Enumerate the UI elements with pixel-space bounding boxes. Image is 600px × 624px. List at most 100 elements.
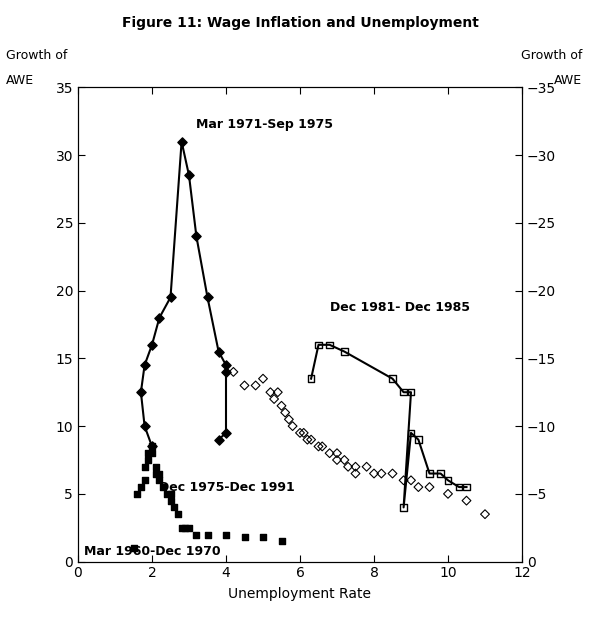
Point <box>436 469 445 479</box>
Point <box>133 489 142 499</box>
Point <box>362 462 371 472</box>
Point <box>284 414 294 424</box>
Point <box>332 455 342 465</box>
Point <box>273 388 283 397</box>
Point <box>332 448 342 458</box>
Text: Dec 1981- Dec 1985: Dec 1981- Dec 1985 <box>329 301 470 314</box>
Point <box>166 489 175 499</box>
Point <box>406 475 416 485</box>
Point <box>155 469 164 479</box>
Point <box>184 170 194 180</box>
Point <box>277 536 286 546</box>
Point <box>307 374 316 384</box>
Point <box>143 448 153 458</box>
Point <box>140 462 149 472</box>
Point <box>399 502 409 512</box>
Point <box>443 475 453 485</box>
Point <box>221 360 231 370</box>
Text: AWE: AWE <box>6 74 34 87</box>
Point <box>140 475 149 485</box>
Point <box>325 340 334 350</box>
Point <box>221 367 231 377</box>
Point <box>343 462 353 472</box>
Point <box>191 232 201 241</box>
Point <box>443 489 453 499</box>
Point <box>406 428 416 438</box>
Point <box>203 293 212 303</box>
Point <box>221 428 231 438</box>
Point <box>214 346 223 356</box>
Point <box>155 313 164 323</box>
Point <box>258 532 268 542</box>
Text: Figure 11: Wage Inflation and Unemployment: Figure 11: Wage Inflation and Unemployme… <box>122 16 478 29</box>
Point <box>377 469 386 479</box>
Point <box>143 455 153 465</box>
X-axis label: Unemployment Rate: Unemployment Rate <box>229 587 371 602</box>
Point <box>425 482 434 492</box>
Point <box>147 441 157 451</box>
Point <box>413 435 423 445</box>
Point <box>288 421 298 431</box>
Point <box>314 340 323 350</box>
Point <box>388 469 397 479</box>
Point <box>184 523 194 533</box>
Point <box>369 469 379 479</box>
Point <box>173 509 183 519</box>
Point <box>203 530 212 540</box>
Point <box>140 360 149 370</box>
Point <box>351 462 361 472</box>
Point <box>177 137 187 147</box>
Text: Growth of: Growth of <box>6 49 67 62</box>
Point <box>240 381 250 391</box>
Point <box>151 469 161 479</box>
Point <box>302 435 312 445</box>
Point <box>158 482 168 492</box>
Point <box>162 489 172 499</box>
Point <box>147 340 157 350</box>
Point <box>269 394 279 404</box>
Point <box>258 374 268 384</box>
Point <box>307 435 316 445</box>
Point <box>351 469 361 479</box>
Point <box>413 482 423 492</box>
Text: Dec 1975-Dec 1991: Dec 1975-Dec 1991 <box>160 481 295 494</box>
Point <box>462 482 472 492</box>
Point <box>406 388 416 397</box>
Point <box>325 448 334 458</box>
Point <box>399 475 409 485</box>
Text: AWE: AWE <box>554 74 582 87</box>
Point <box>388 374 397 384</box>
Point <box>221 530 231 540</box>
Point <box>266 388 275 397</box>
Text: Mar 1960-Dec 1970: Mar 1960-Dec 1970 <box>83 545 220 558</box>
Point <box>136 482 146 492</box>
Point <box>462 495 472 505</box>
Point <box>340 455 349 465</box>
Point <box>147 441 157 451</box>
Point <box>240 532 250 542</box>
Point <box>229 367 238 377</box>
Point <box>128 543 138 553</box>
Point <box>169 502 179 512</box>
Point <box>340 346 349 356</box>
Text: Growth of: Growth of <box>521 49 582 62</box>
Point <box>295 428 305 438</box>
Point <box>317 441 327 451</box>
Point <box>166 495 175 505</box>
Text: Mar 1971-Sep 1975: Mar 1971-Sep 1975 <box>196 118 334 131</box>
Point <box>277 401 286 411</box>
Point <box>299 428 308 438</box>
Point <box>425 469 434 479</box>
Point <box>155 475 164 485</box>
Point <box>181 523 190 533</box>
Point <box>399 388 409 397</box>
Point <box>166 293 175 303</box>
Point <box>454 482 464 492</box>
Point <box>214 435 223 445</box>
Point <box>280 407 290 417</box>
Point <box>177 523 187 533</box>
Point <box>251 381 260 391</box>
Point <box>151 462 161 472</box>
Point <box>191 530 201 540</box>
Point <box>480 509 490 519</box>
